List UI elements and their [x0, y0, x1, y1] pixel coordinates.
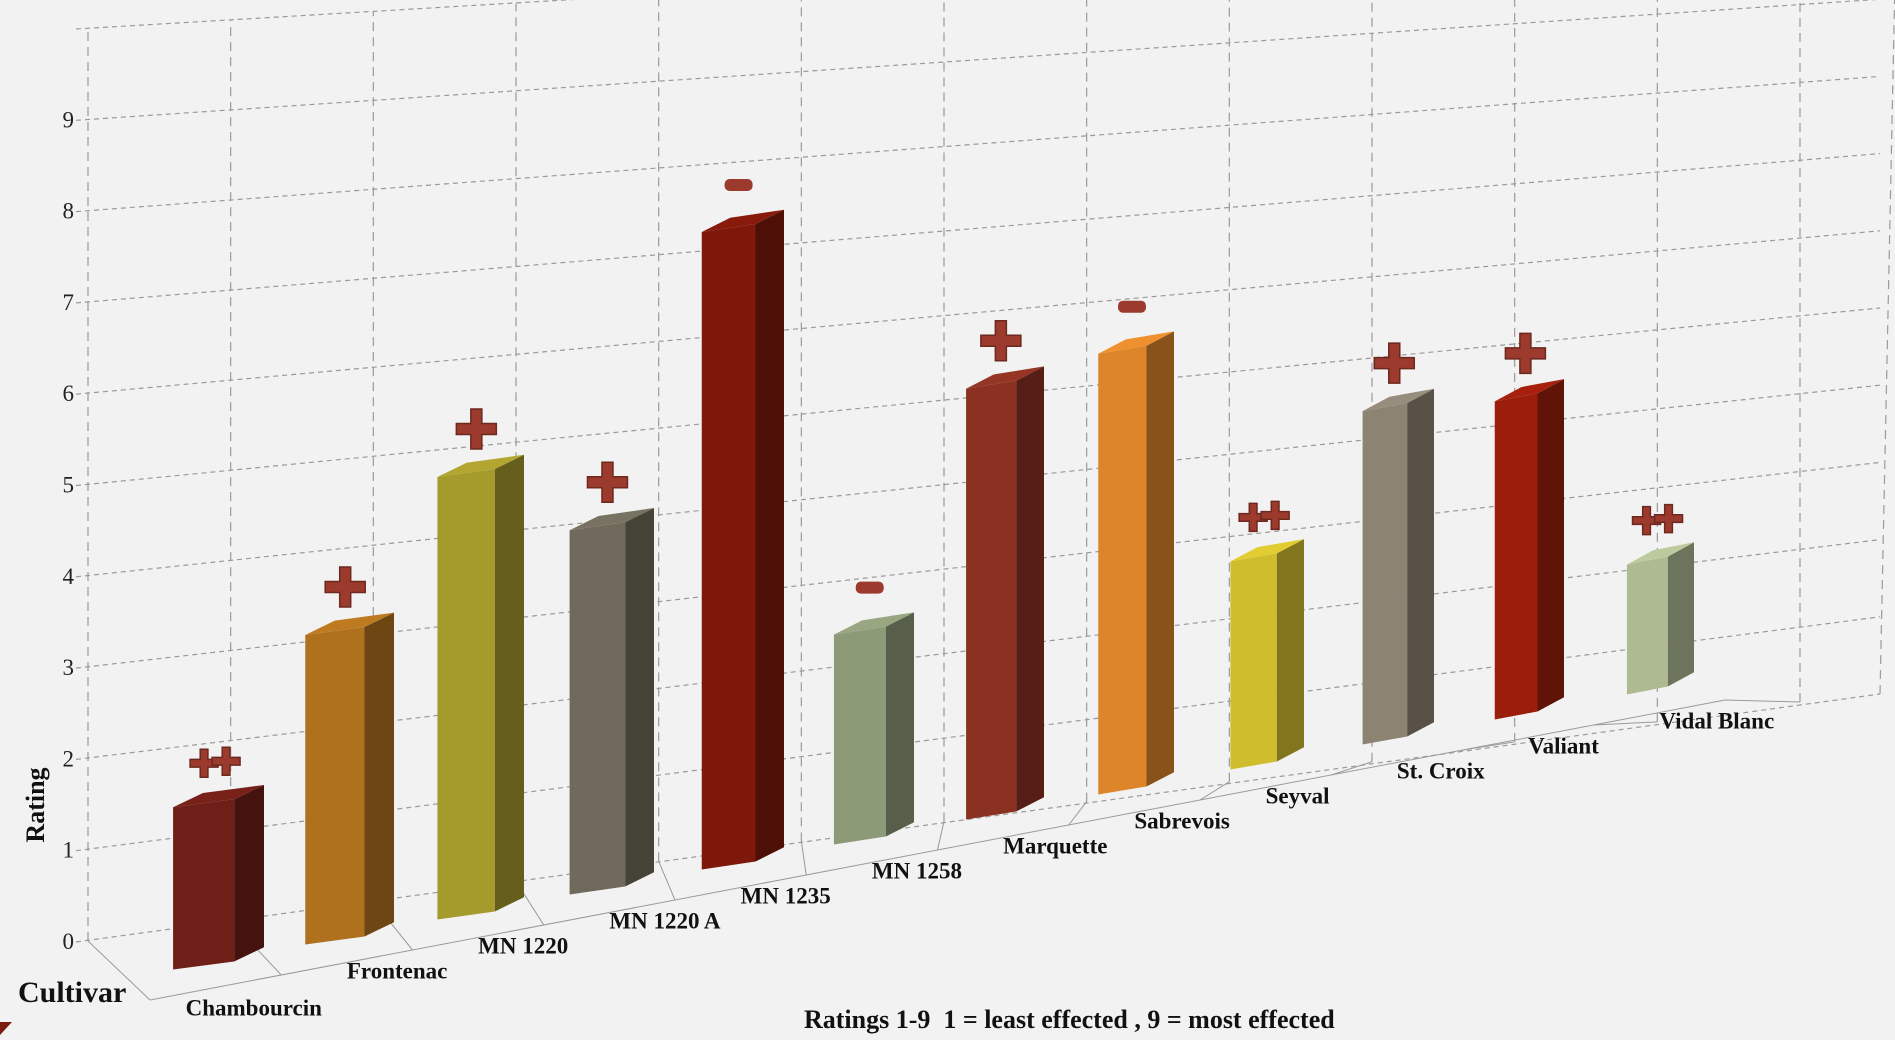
bar-front-face	[966, 381, 1016, 820]
bar-front-face	[305, 627, 364, 945]
category-label: MN 1258	[872, 859, 962, 884]
bar-marker	[456, 409, 496, 449]
y-tick-labels: 0 1 2 3 4 5 6 7 8 9	[63, 107, 75, 954]
floor-line	[801, 841, 806, 875]
bar-marker	[981, 321, 1021, 361]
floor-line	[659, 861, 675, 900]
y-tick-label: 2	[63, 746, 75, 771]
y-tick-label: 3	[63, 655, 75, 680]
bar-side-face	[1668, 542, 1694, 686]
bar-marker	[190, 747, 240, 777]
bar	[173, 785, 264, 970]
bar-marker	[587, 462, 627, 502]
bar-side-face	[495, 455, 524, 912]
bar-marker	[1118, 301, 1146, 313]
bar-front-face	[1495, 393, 1538, 719]
y-tick-label: 9	[63, 107, 75, 132]
bar-side-face	[1277, 539, 1304, 761]
bar-front-face	[437, 469, 494, 919]
bar-side-face	[756, 210, 785, 862]
corner-mark	[0, 1022, 12, 1035]
category-label: Marquette	[1003, 834, 1107, 859]
bar-side-face	[1538, 379, 1565, 711]
bar	[1098, 331, 1174, 794]
bar-side-face	[886, 612, 914, 836]
category-label: St. Croix	[1397, 759, 1485, 784]
bar-front-face	[1098, 346, 1146, 795]
rating-note: Ratings 1-9 1 = least effected , 9 = mos…	[804, 1005, 1335, 1034]
bar-front-face	[173, 799, 234, 969]
category-label: Sabrevois	[1134, 809, 1229, 834]
y-tick-label: 1	[63, 838, 75, 863]
floor-line	[938, 822, 945, 851]
x-axis-title: Cultivar	[18, 976, 126, 1009]
y-tick-label: 0	[63, 929, 75, 954]
y-tick-label: 7	[63, 290, 75, 315]
bar-marker	[325, 567, 365, 607]
gridline-h	[76, 154, 1880, 303]
bar	[437, 455, 524, 920]
bar-marker	[1374, 343, 1414, 383]
y-tick-label: 4	[63, 564, 75, 589]
gridline-h	[76, 231, 1880, 394]
bar	[834, 612, 914, 844]
bar	[966, 366, 1044, 819]
category-label: Chambourcin	[186, 996, 323, 1021]
bar-side-face	[1016, 366, 1044, 811]
bar-front-face	[702, 224, 756, 869]
bar	[570, 508, 654, 895]
bar	[1363, 389, 1434, 745]
bar-marker	[856, 582, 884, 594]
bar-front-face	[834, 627, 886, 845]
category-label: MN 1220	[478, 934, 568, 959]
bar	[1627, 542, 1694, 694]
bar-side-face	[1407, 389, 1434, 737]
bar	[702, 210, 784, 870]
gridline-h	[76, 76, 1880, 211]
category-label: Vidal Blanc	[1659, 709, 1774, 734]
bars-layer	[173, 210, 1694, 970]
bar-front-face	[570, 522, 626, 894]
floor-line	[1725, 700, 1800, 702]
right-wall-edge	[1880, 0, 1895, 694]
bar-side-face	[625, 508, 654, 887]
bar	[1495, 379, 1564, 719]
gridline-h	[76, 0, 1880, 29]
category-label: MN 1235	[741, 884, 831, 909]
y-axis-title: Rating	[21, 767, 50, 842]
gridline-h	[76, 0, 1880, 120]
bar-side-face	[1147, 331, 1175, 786]
bar-marker	[1505, 333, 1545, 373]
bar-marker	[725, 179, 753, 191]
y-tick-label: 6	[63, 381, 75, 406]
category-label: Frontenac	[347, 959, 448, 984]
bar-front-face	[1230, 553, 1276, 769]
bar	[305, 613, 394, 945]
category-label: Valiant	[1528, 734, 1599, 759]
bar-front-face	[1363, 403, 1408, 744]
category-label: MN 1220 A	[609, 909, 721, 934]
y-tick-label: 8	[63, 199, 75, 224]
bar-front-face	[1627, 557, 1668, 695]
y-tick-label: 5	[63, 473, 75, 498]
bar	[1230, 539, 1304, 769]
bar-side-face	[234, 785, 264, 962]
bar-marker	[1239, 501, 1289, 531]
floor-line	[1069, 802, 1087, 825]
category-label: Seyval	[1266, 784, 1330, 809]
bar-side-face	[365, 613, 395, 937]
